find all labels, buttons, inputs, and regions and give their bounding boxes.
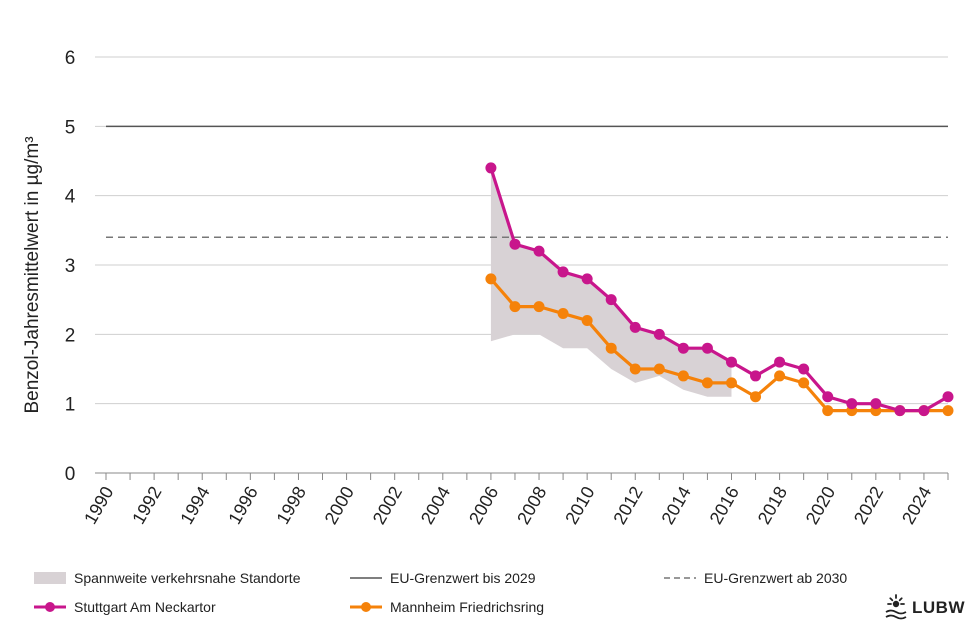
data-point: [629, 363, 641, 375]
data-point: [798, 377, 810, 389]
data-point: [870, 398, 882, 410]
legend-series2-label: Mannheim Friedrichsring: [390, 599, 545, 615]
data-point: [918, 405, 930, 417]
solid-line-swatch: [350, 577, 382, 579]
x-tick-label: 1992: [128, 483, 165, 528]
orange-line-swatch: [350, 602, 382, 612]
reference-lines: [106, 125, 948, 239]
x-tick-label: 2004: [417, 483, 454, 528]
x-tick-label: 2024: [898, 483, 935, 528]
y-tick-label: 0: [65, 464, 76, 485]
legend-series1-label: Stuttgart Am Neckartor: [74, 599, 216, 615]
data-point: [653, 328, 665, 340]
data-point: [750, 370, 762, 382]
data-point: [894, 405, 906, 417]
legend-ref1-label: EU-Grenzwert bis 2029: [390, 570, 536, 586]
y-tick-label: 6: [65, 48, 76, 69]
x-tick-label: 2018: [754, 483, 791, 528]
x-tick-label: 2006: [465, 483, 502, 528]
data-point: [629, 321, 641, 333]
data-point: [701, 377, 713, 389]
data-point: [557, 308, 569, 320]
data-point: [942, 405, 954, 417]
data-point: [485, 162, 497, 174]
legend-ref1: EU-Grenzwert bis 2029: [350, 570, 536, 586]
x-tick-label: 2008: [513, 483, 550, 528]
data-point: [533, 245, 545, 257]
data-point: [725, 356, 737, 368]
x-tick-label: 2002: [369, 483, 406, 528]
data-point: [774, 370, 786, 382]
data-point: [774, 356, 786, 368]
data-point: [822, 405, 834, 417]
data-point: [701, 342, 713, 354]
data-point: [942, 391, 954, 403]
data-point: [846, 398, 858, 410]
x-tick-label: 1994: [176, 483, 213, 528]
data-point: [750, 391, 762, 403]
x-tick-label: 1998: [273, 483, 310, 528]
axes: 0 1 2 3 4 5 6 1990 1992 1994 1996 1998 2000 2002 2004 2…: [22, 48, 949, 528]
data-point: [509, 301, 521, 313]
x-tick-label: 2020: [802, 483, 839, 528]
data-point: [822, 391, 834, 403]
lubw-logo: LUBW: [883, 593, 965, 623]
legend-ref2-label: EU-Grenzwert ab 2030: [704, 570, 848, 586]
data-point: [581, 314, 593, 326]
data-point: [677, 342, 689, 354]
x-tick-label: 2022: [850, 483, 887, 528]
data-point: [798, 363, 810, 375]
x-tick-label: 2012: [609, 483, 646, 528]
y-tick-label: 4: [65, 187, 76, 208]
x-tick-label: 2010: [561, 483, 598, 528]
x-tick-label: 1996: [224, 483, 261, 528]
y-axis-label: Benzol-Jahresmittelwert in µg/m³: [22, 136, 43, 413]
data-point: [605, 294, 617, 306]
x-tick-label: 1990: [80, 483, 117, 528]
data-point: [653, 363, 665, 375]
legend-band-label: Spannweite verkehrsnahe Standorte: [74, 570, 301, 586]
range-band-layer: [490, 167, 732, 397]
dashed-line-swatch: [664, 577, 696, 579]
magenta-line-swatch: [34, 602, 66, 612]
data-point: [605, 342, 617, 354]
data-point: [533, 301, 545, 313]
data-point: [677, 370, 689, 382]
logo-text: LUBW: [912, 598, 965, 617]
data-point: [557, 266, 569, 278]
data-point: [509, 238, 521, 250]
data-point: [485, 273, 497, 285]
legend-ref2: EU-Grenzwert ab 2030: [664, 570, 847, 586]
x-tick-label: 2016: [706, 483, 743, 528]
range-band: [490, 167, 732, 397]
y-tick-label: 3: [65, 256, 76, 277]
x-tick-label: 2014: [657, 483, 694, 528]
legend-band: Spannweite verkehrsnahe Standorte: [34, 570, 300, 586]
series-layer: [485, 162, 954, 417]
data-point: [725, 377, 737, 389]
grid: [95, 56, 948, 405]
y-tick-label: 1: [65, 395, 76, 416]
x-tick-label: 2000: [321, 483, 358, 528]
legend-series2: Mannheim Friedrichsring: [350, 599, 544, 615]
band-swatch: [34, 572, 66, 584]
sun-waves-logo-icon: [885, 594, 907, 620]
y-tick-label: 2: [65, 325, 76, 346]
data-point: [581, 273, 593, 285]
legend-series1: Stuttgart Am Neckartor: [34, 599, 216, 615]
y-tick-label: 5: [65, 117, 76, 138]
